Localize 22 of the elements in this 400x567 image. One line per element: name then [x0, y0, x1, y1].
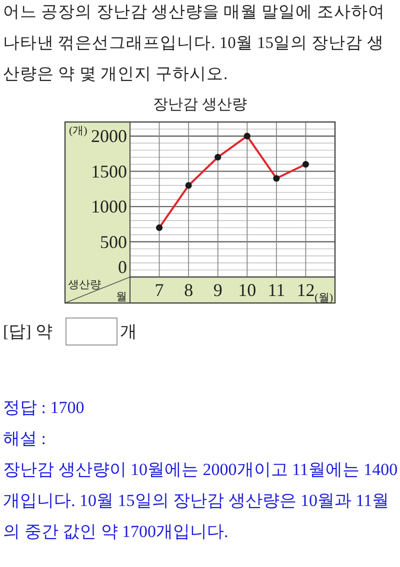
x-tick-label: 7	[154, 280, 164, 300]
x-tick-label: 9	[213, 280, 222, 300]
text: 생산량	[68, 279, 101, 291]
x-tick-label: 11	[268, 280, 286, 300]
y-axis-title: (개)	[69, 125, 88, 137]
text: 어느 공장의 장난감 생산량을 매월 말일에 조사하여 나타낸 꺾은선그래프입니다. 10월 15일의 장난감 생산량은 약 몇 개인지 구하시오.	[3, 1, 386, 85]
chart-title: 장난감 생산량	[153, 97, 247, 113]
x-tick-label: 12	[296, 280, 315, 300]
text: 장난감 생산량이 10월에는 2000개이고 11월에는 1400개입니다. 10월 15일의 장난감 생산량은 10월과 11월의 중간 값인 약 1700개입니다.	[3, 459, 398, 543]
y-tick-label: 1000	[91, 196, 127, 217]
text: 해설 :	[3, 428, 46, 450]
text: 개	[120, 321, 137, 343]
x-axis-title: (월)	[314, 292, 334, 304]
text: 월	[116, 291, 127, 303]
text: 정답 : 1700	[3, 397, 84, 419]
y-tick-label: 0	[118, 257, 127, 277]
x-tick-label: 10	[238, 280, 256, 300]
y-tick-label: 2000	[91, 126, 127, 146]
text: [답] 약	[3, 321, 53, 343]
y-tick-label: 500	[100, 232, 127, 252]
x-tick-label: 8	[184, 280, 194, 300]
y-tick-label: 1500	[91, 161, 127, 182]
